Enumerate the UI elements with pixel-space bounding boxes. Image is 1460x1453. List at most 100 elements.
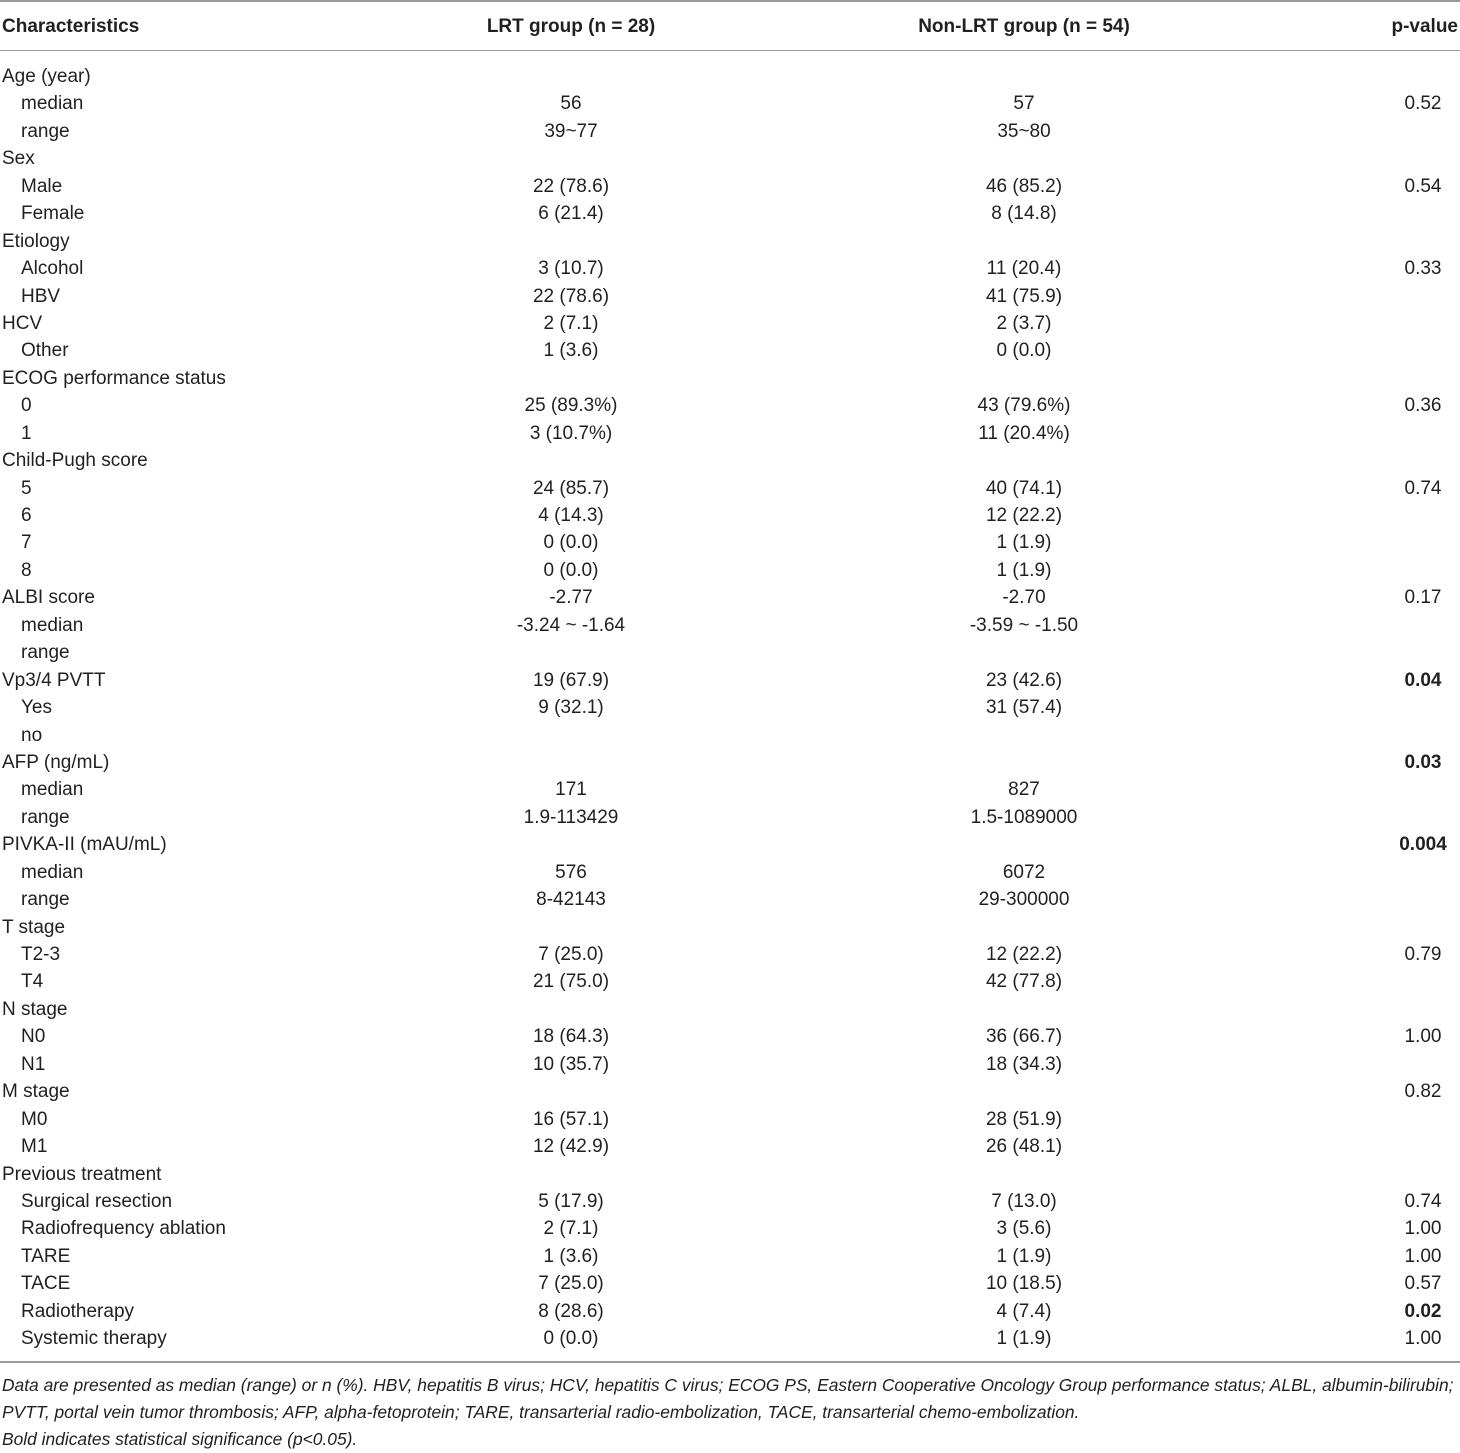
table-row: no bbox=[0, 722, 1460, 749]
row-label: N0 bbox=[21, 1026, 46, 1048]
table-row: Radiofrequency ablation 2 (7.1) 3 (5.6) 1.0… bbox=[0, 1215, 1460, 1242]
row-label: median bbox=[21, 614, 84, 636]
row-label: median bbox=[21, 861, 84, 883]
table-row: range 8-42143 29-300000 bbox=[0, 886, 1460, 913]
row-label: 1 bbox=[21, 422, 32, 444]
cell-p-value: 0.57 bbox=[1404, 1273, 1442, 1295]
table-row: median 171 827 bbox=[0, 776, 1460, 803]
cell-non-lrt: 41 (75.9) bbox=[985, 285, 1063, 307]
row-label: HBV bbox=[21, 285, 61, 307]
row-label: range bbox=[21, 642, 70, 664]
cell-lrt: 1.9-113429 bbox=[523, 806, 619, 828]
cell-lrt: 2 (7.1) bbox=[543, 1218, 599, 1240]
table-row: 6 4 (14.3) 12 (22.2) bbox=[0, 502, 1460, 529]
cell-non-lrt: -2.70 bbox=[1002, 587, 1046, 609]
row-label: Male bbox=[21, 175, 63, 197]
table-row: M0 16 (57.1) 28 (51.9) bbox=[0, 1106, 1460, 1133]
table-row: Other 1 (3.6) 0 (0.0) bbox=[0, 337, 1460, 364]
cell-lrt: 3 (10.7%) bbox=[529, 422, 613, 444]
cell-non-lrt: 42 (77.8) bbox=[985, 971, 1063, 993]
cell-non-lrt: 4 (7.4) bbox=[996, 1300, 1052, 1322]
cell-lrt: -3.24 ~ -1.64 bbox=[516, 614, 626, 636]
cell-non-lrt: 11 (20.4) bbox=[986, 258, 1062, 280]
cell-p-value: 1.00 bbox=[1404, 1026, 1442, 1048]
cell-lrt: 1 (3.6) bbox=[543, 340, 599, 362]
table-row: Alcohol 3 (10.7) 11 (20.4) 0.33 bbox=[0, 255, 1460, 282]
cell-p-value: 0.74 bbox=[1404, 477, 1442, 499]
cell-lrt: 1 (3.6) bbox=[543, 1245, 599, 1267]
cell-p-value: 0.02 bbox=[1404, 1300, 1442, 1322]
table-row: Radiotherapy 8 (28.6) 4 (7.4) 0.02 bbox=[0, 1298, 1460, 1325]
cell-lrt: 16 (57.1) bbox=[532, 1108, 610, 1130]
cell-non-lrt: 1 (1.9) bbox=[996, 559, 1052, 581]
table-row: ALBI score -2.77 -2.70 0.17 bbox=[0, 584, 1460, 611]
row-label: Child-Pugh score bbox=[2, 450, 148, 472]
table-row: Child-Pugh score bbox=[0, 447, 1460, 474]
cell-lrt: 4 (14.3) bbox=[538, 505, 604, 526]
cell-lrt: 10 (35.7) bbox=[532, 1053, 610, 1075]
table-row: range 39~77 35~80 bbox=[0, 118, 1460, 145]
row-label: M0 bbox=[21, 1108, 48, 1130]
row-label: range bbox=[21, 806, 70, 828]
row-label: PIVKA-II (mAU/mL) bbox=[2, 834, 167, 856]
row-label: Previous treatment bbox=[2, 1163, 162, 1185]
cell-non-lrt: 827 bbox=[1008, 779, 1040, 801]
row-label: Sex bbox=[2, 148, 35, 170]
table-row: median 56 57 0.52 bbox=[0, 90, 1460, 117]
cell-non-lrt: 18 (34.3) bbox=[985, 1053, 1063, 1075]
cell-non-lrt: 12 (22.2) bbox=[985, 944, 1063, 965]
cell-lrt: 39~77 bbox=[544, 120, 598, 142]
table-row: PIVKA-II (mAU/mL) 0.004 bbox=[0, 831, 1460, 858]
table-row: 1 3 (10.7%) 11 (20.4%) bbox=[0, 420, 1460, 447]
cell-non-lrt: 1.5-1089000 bbox=[970, 806, 1078, 828]
table-row: Previous treatment bbox=[0, 1161, 1460, 1188]
row-label: Systemic therapy bbox=[21, 1328, 167, 1350]
row-label: Alcohol bbox=[21, 258, 84, 280]
table-row: Male 22 (78.6) 46 (85.2) 0.54 bbox=[0, 173, 1460, 200]
header-non-lrt-group: Non-LRT group (n = 54) bbox=[918, 16, 1130, 37]
row-label: Etiology bbox=[2, 230, 70, 252]
table-row: HCV 2 (7.1) 2 (3.7) bbox=[0, 310, 1460, 337]
table-row: Yes 9 (32.1) 31 (57.4) bbox=[0, 694, 1460, 721]
table-row: Age (year) bbox=[0, 63, 1460, 90]
cell-non-lrt: 29-300000 bbox=[978, 889, 1070, 911]
row-label: 7 bbox=[21, 532, 32, 554]
table-row: TARE 1 (3.6) 1 (1.9) 1.00 bbox=[0, 1243, 1460, 1270]
cell-lrt: 21 (75.0) bbox=[532, 971, 610, 993]
row-label: Radiofrequency ablation bbox=[21, 1218, 226, 1240]
cell-lrt: 25 (89.3%) bbox=[524, 395, 618, 417]
cell-non-lrt: 7 (13.0) bbox=[991, 1190, 1057, 1212]
cell-non-lrt: 43 (79.6%) bbox=[977, 395, 1071, 417]
cell-lrt: 12 (42.9) bbox=[532, 1136, 610, 1158]
table-row: HBV 22 (78.6) 41 (75.9) bbox=[0, 283, 1460, 310]
cell-lrt: 0 (0.0) bbox=[543, 559, 599, 581]
table-top-rule bbox=[0, 0, 1460, 2]
cell-lrt: 8 (28.6) bbox=[538, 1300, 604, 1322]
table-row: Surgical resection 5 (17.9) 7 (13.0) 0.74 bbox=[0, 1188, 1460, 1215]
row-label: Radiotherapy bbox=[21, 1300, 135, 1322]
cell-non-lrt: 31 (57.4) bbox=[985, 697, 1063, 719]
table-body: Age (year) median 56 57 0.52 range 39~77 35~80 S… bbox=[0, 63, 1460, 1353]
cell-p-value: 0.17 bbox=[1404, 587, 1442, 609]
row-label: 6 bbox=[21, 505, 32, 526]
row-label: TARE bbox=[21, 1245, 71, 1267]
footnote-abbreviations: Data are presented as median (range) or … bbox=[2, 1375, 1454, 1422]
cell-lrt: 24 (85.7) bbox=[532, 477, 610, 499]
cell-p-value: 1.00 bbox=[1404, 1245, 1442, 1267]
header-characteristics: Characteristics bbox=[2, 16, 140, 37]
row-label: Age (year) bbox=[2, 66, 91, 87]
table-row: T stage bbox=[0, 914, 1460, 941]
row-label: N stage bbox=[2, 998, 68, 1020]
row-label: no bbox=[21, 724, 43, 746]
cell-non-lrt: 1 (1.9) bbox=[996, 532, 1052, 554]
row-label: M1 bbox=[21, 1136, 48, 1158]
cell-non-lrt: 8 (14.8) bbox=[991, 203, 1057, 225]
cell-lrt: -2.77 bbox=[549, 587, 593, 609]
row-label: ALBI score bbox=[2, 587, 95, 609]
table-row: AFP (ng/mL) 0.03 bbox=[0, 749, 1460, 776]
row-label: T2-3 bbox=[21, 944, 61, 965]
cell-p-value: 0.03 bbox=[1404, 751, 1442, 773]
cell-non-lrt: 6072 bbox=[1002, 861, 1046, 883]
table-row: TACE 7 (25.0) 10 (18.5) 0.57 bbox=[0, 1270, 1460, 1297]
cell-non-lrt: 0 (0.0) bbox=[996, 340, 1052, 362]
